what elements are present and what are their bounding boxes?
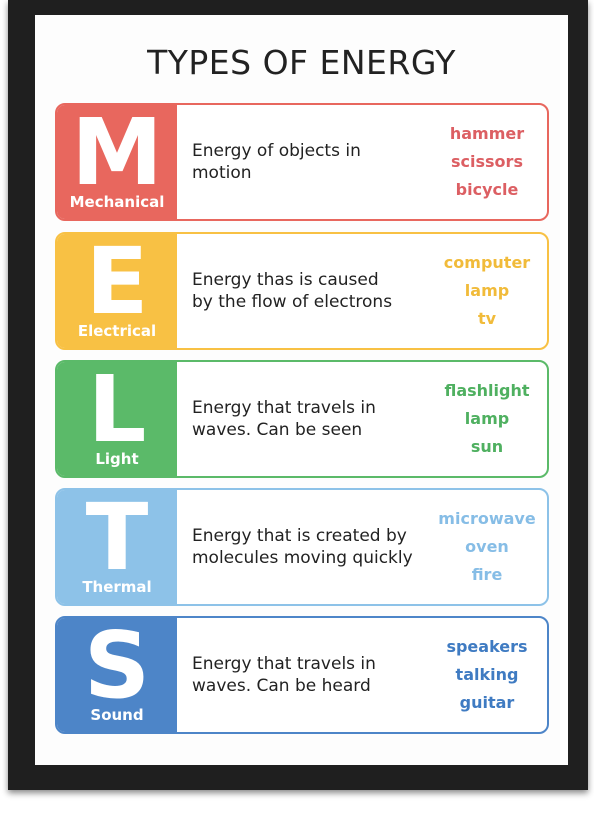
example: fire [471,565,503,584]
description-line: Energy that travels in [192,654,376,674]
examples: speakers talking guitar [427,618,547,732]
description: Energy of objects in motion [192,105,361,219]
description: Energy thas is caused by the flow of elec… [192,234,392,348]
energy-name: Light [95,450,139,468]
example: flashlight [444,381,530,400]
energy-name: Electrical [77,322,157,340]
description-line: motion [192,163,252,183]
example: oven [465,537,509,556]
examples: microwave oven fire [427,490,547,604]
energy-name: Mechanical [69,193,165,211]
example: microwave [438,509,536,528]
example: talking [455,665,519,684]
description: Energy that travels in waves. Can be seen [192,362,376,476]
examples: computer lamp tv [427,234,547,348]
energy-row: L Light Energy that travels in waves. Can b… [55,360,549,478]
example: speakers [446,637,528,656]
example: lamp [464,281,510,300]
title: TYPES OF ENERGY [147,43,456,82]
letter: E [85,232,149,335]
description-line: Energy of objects in [192,141,361,161]
example: guitar [459,693,515,712]
description-line: Energy that is created by [192,526,407,546]
example: bicycle [455,180,519,199]
letter-block: L Light [57,362,177,476]
description-line: Energy that travels in [192,398,376,418]
description-line: Energy thas is caused [192,270,379,290]
description-line: molecules moving quickly [192,548,413,568]
letter-block: S Sound [57,618,177,732]
letter: M [71,103,163,206]
letter-block: E Electrical [57,234,177,348]
description: Energy that travels in waves. Can be hear… [192,618,376,732]
example: hammer [449,124,525,143]
energy-name: Sound [90,706,144,724]
energy-row: E Electrical Energy thas is caused by the f… [55,232,549,350]
frame: TYPES OF ENERGY M Mechanical Energy of obj… [8,0,588,790]
poster: TYPES OF ENERGY M Mechanical Energy of obj… [35,15,568,765]
letter-block: T Thermal [57,490,177,604]
letter-block: M Mechanical [57,105,177,219]
example: tv [477,309,497,328]
example: scissors [451,152,523,171]
energy-row: M Mechanical Energy of objects in motion ham… [55,103,549,221]
examples: hammer scissors bicycle [427,105,547,219]
description-line: waves. Can be seen [192,420,363,440]
example: lamp [464,409,510,428]
letter: L [87,360,147,463]
examples: flashlight lamp sun [427,362,547,476]
energy-row: T Thermal Energy that is created by molecul… [55,488,549,606]
description: Energy that is created by molecules movin… [192,490,413,604]
energy-name: Thermal [82,578,152,596]
description-line: by the flow of electrons [192,292,393,312]
example: sun [470,437,504,456]
letter: T [85,488,149,591]
example: computer [443,253,531,272]
energy-row: S Sound Energy that travels in waves. Can b… [55,616,549,734]
description-line: waves. Can be heard [192,676,371,696]
letter: S [83,616,151,719]
